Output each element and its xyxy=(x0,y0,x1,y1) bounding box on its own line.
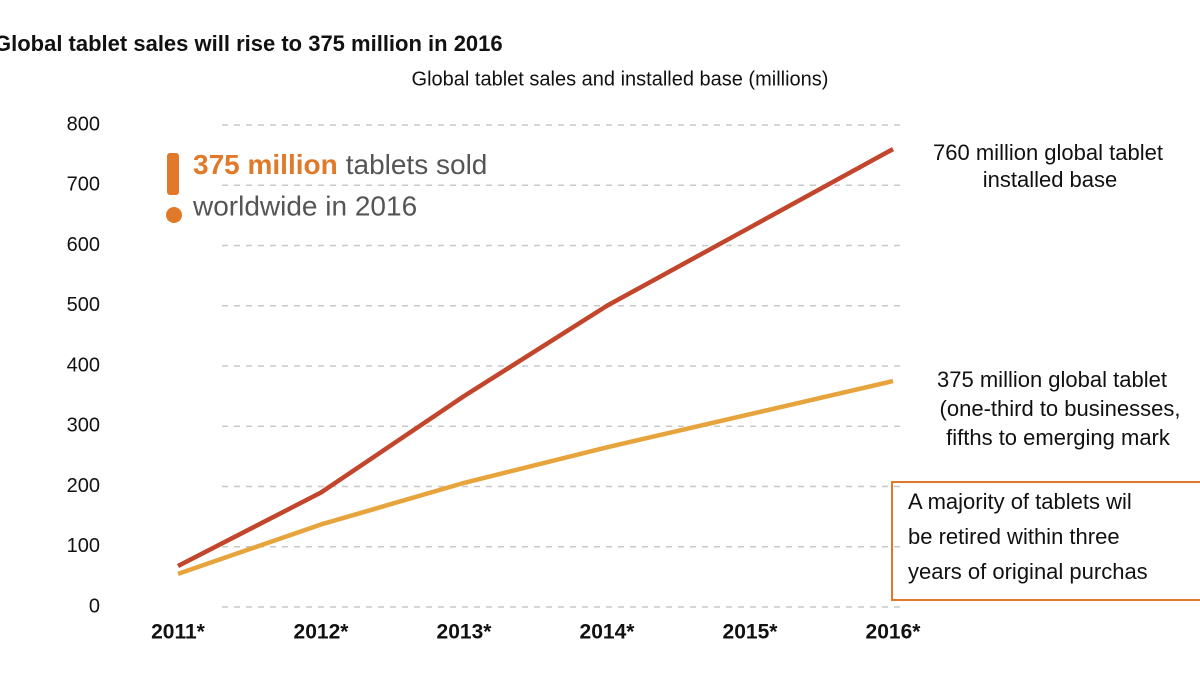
x-tick-label: 2016* xyxy=(866,621,922,644)
callout-highlight: 375 million xyxy=(193,149,338,180)
callout: 375 million tablets sold worldwide in 201… xyxy=(166,149,487,223)
x-tick-label: 2014* xyxy=(580,621,636,644)
callout-line1: 375 million tablets sold xyxy=(193,149,487,180)
chart-subtitle: Global tablet sales and installed base (… xyxy=(412,68,829,90)
exclamation-bar xyxy=(167,153,179,195)
note-text: years of original purchas xyxy=(908,559,1148,584)
y-tick-label: 200 xyxy=(67,475,100,497)
callout-text: tablets sold xyxy=(346,149,488,180)
note-box xyxy=(891,481,1200,601)
y-tick-label: 700 xyxy=(67,174,100,196)
y-tick-label: 300 xyxy=(67,415,100,437)
chart-title: Global tablet sales will rise to 375 mil… xyxy=(0,31,503,56)
annotation: 375 million global tablet xyxy=(937,367,1167,392)
y-tick-label: 400 xyxy=(67,354,100,376)
series-line xyxy=(176,147,895,569)
x-tick-label: 2013* xyxy=(437,621,493,644)
x-tick-label: 2012* xyxy=(294,621,350,644)
y-tick-label: 600 xyxy=(67,234,100,256)
annotation: fifths to emerging mark xyxy=(946,425,1171,450)
y-tick-label: 500 xyxy=(67,294,100,316)
y-tick-label: 0 xyxy=(89,595,100,617)
note-text: A majority of tablets wil xyxy=(908,489,1132,514)
y-tick-label: 100 xyxy=(67,535,100,557)
y-tick-label: 800 xyxy=(67,113,100,135)
series-line xyxy=(177,378,894,576)
annotation: 760 million global tablet xyxy=(933,140,1163,165)
x-tick-label: 2015* xyxy=(723,621,779,644)
note-text: be retired within three xyxy=(908,524,1120,549)
x-tick-label: 2011* xyxy=(151,621,206,644)
annotation: (one-third to businesses, xyxy=(940,396,1181,421)
annotation: installed base xyxy=(983,167,1118,192)
exclamation-dot xyxy=(166,207,182,223)
callout-line2: worldwide in 2016 xyxy=(192,190,417,221)
